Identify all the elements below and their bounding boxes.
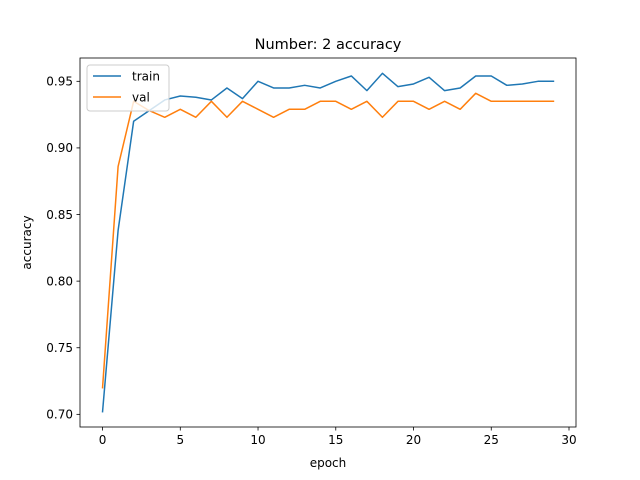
x-tick-label: 30 <box>561 433 576 447</box>
chart-title: Number: 2 accuracy <box>255 37 402 53</box>
series-line-val <box>101 92 555 389</box>
x-tick-label: 25 <box>484 433 499 447</box>
x-tick-label: 20 <box>406 433 421 447</box>
y-axis-title: accuracy <box>20 215 34 269</box>
y-tick-label: 0.90 <box>46 141 73 155</box>
x-tick-label: 0 <box>99 433 107 447</box>
plot-frame <box>79 57 577 428</box>
x-axis: 0 5 10 15 20 25 30 <box>99 427 577 447</box>
y-tick-label: 0.70 <box>46 408 73 422</box>
legend-label-train: train <box>132 69 160 83</box>
legend: train val <box>86 64 170 112</box>
y-tick-label: 0.75 <box>46 341 73 355</box>
x-tick-label: 5 <box>176 433 184 447</box>
x-tick-label: 10 <box>250 433 265 447</box>
y-tick-label: 0.95 <box>46 75 73 89</box>
series-layer <box>101 72 555 413</box>
y-tick-label: 0.80 <box>46 274 73 288</box>
y-axis: 0.70 0.75 0.80 0.85 0.90 0.95 <box>46 75 80 422</box>
series-line-train <box>101 72 555 413</box>
x-axis-title: epoch <box>310 456 347 470</box>
x-tick-label: 15 <box>328 433 343 447</box>
legend-label-val: val <box>132 90 150 104</box>
y-tick-label: 0.85 <box>46 208 73 222</box>
